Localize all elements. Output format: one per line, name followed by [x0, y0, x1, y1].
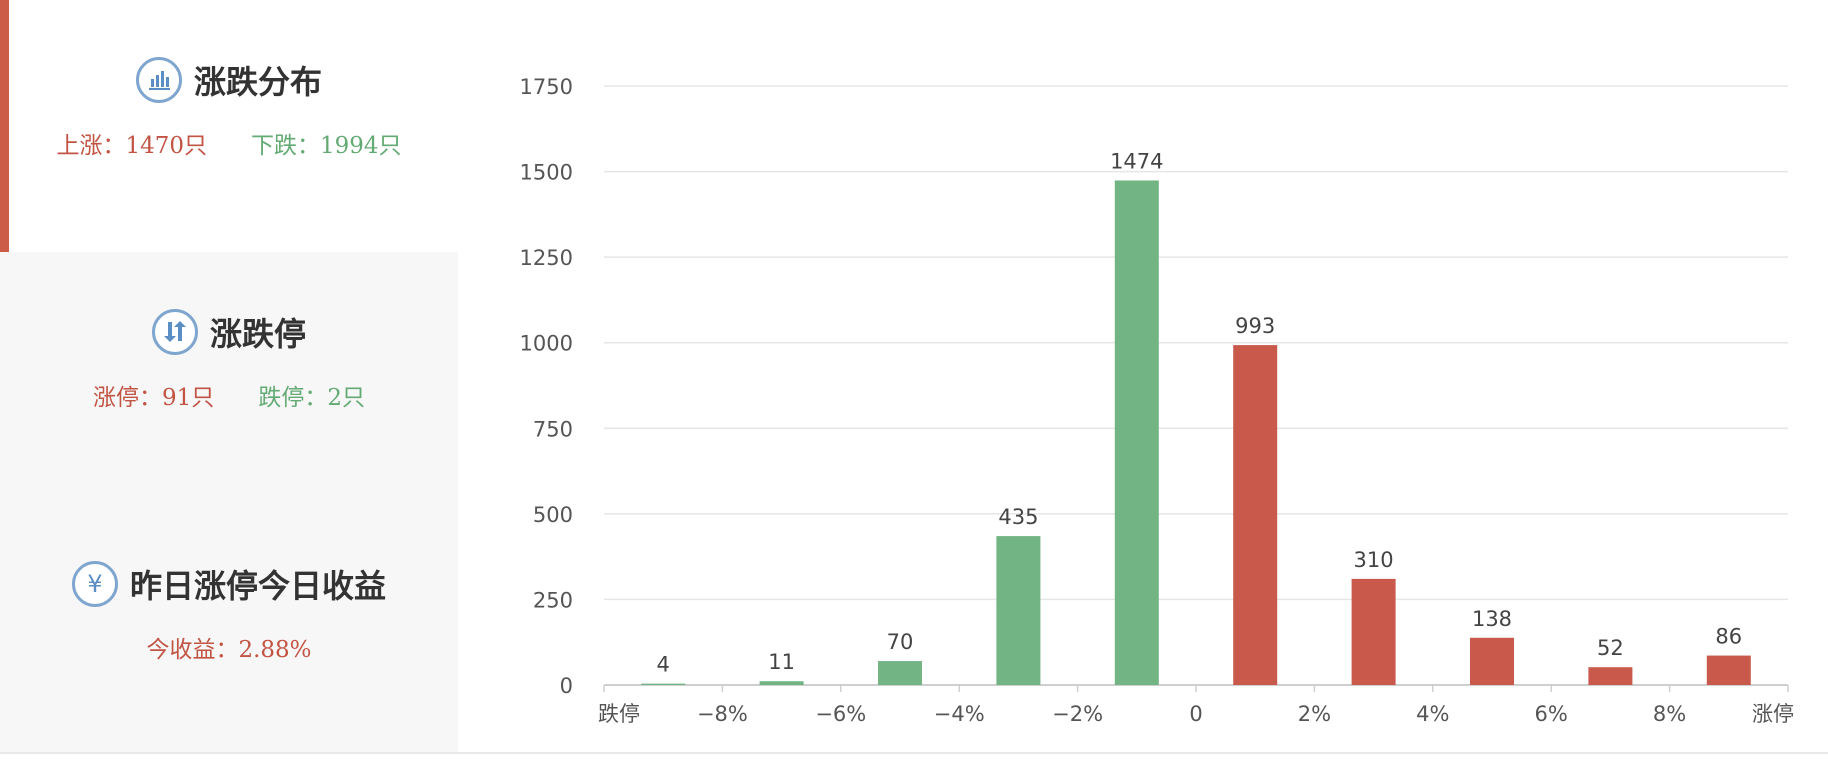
sidebar-lower-panel — [0, 252, 458, 752]
yesterday-limit-card[interactable]: ¥ 昨日涨停今日收益 今收益：2.88% — [0, 556, 458, 664]
bottom-divider — [0, 752, 1828, 754]
x-tick-label: 8% — [1653, 702, 1686, 726]
x-tick-label: −2% — [1052, 702, 1103, 726]
bar-value-label: 993 — [1235, 314, 1275, 338]
bar — [1114, 180, 1159, 685]
bar — [878, 661, 922, 685]
limit-card[interactable]: 涨跌停 涨停：91只 跌停：2只 — [0, 304, 458, 412]
distribution-panel — [0, 0, 458, 252]
y-tick-label: 250 — [533, 588, 573, 612]
bar — [1233, 345, 1278, 685]
y-tick-label: 750 — [533, 417, 573, 441]
bar — [1470, 637, 1514, 685]
bar — [641, 683, 686, 685]
bar-value-label: 86 — [1715, 625, 1742, 649]
y-tick-label: 500 — [533, 503, 573, 527]
x-tick-label: −8% — [697, 702, 748, 726]
bar-chart-svg: 0 250 500 750 1000 1250 1500 1750 跌停 −8% −6% −4% −2%… — [520, 75, 1794, 726]
bar-chart-icon — [135, 57, 182, 103]
bar-value-label: 52 — [1597, 636, 1624, 660]
distribution-card[interactable]: 涨跌分布 上涨：1470只 下跌：1994只 — [0, 52, 458, 160]
y-tick-label: 0 — [560, 674, 573, 698]
bar-value-label: 310 — [1354, 548, 1394, 572]
x-tick-label: −4% — [934, 702, 985, 726]
limit-title: 涨跌停 — [209, 315, 306, 353]
x-tick-label: 4% — [1416, 702, 1449, 726]
y-tick-label: 1250 — [520, 246, 573, 270]
x-tick-label: 2% — [1298, 702, 1331, 726]
limit-up-count: 涨停：91只 — [93, 385, 215, 411]
up-down-arrows-icon — [151, 309, 198, 355]
distribution-title-row: 涨跌分布 — [0, 52, 458, 108]
yen-icon: ¥ — [71, 561, 118, 607]
rise-count: 上涨：1470只 — [56, 133, 207, 159]
yesterday-title-row: ¥ 昨日涨停今日收益 — [0, 556, 458, 612]
bar — [1351, 578, 1396, 685]
bar-value-label: 11 — [768, 650, 795, 674]
limit-stats: 涨停：91只 跌停：2只 — [0, 378, 458, 412]
bar-value-label: 435 — [998, 505, 1038, 529]
distribution-chart: 0 250 500 750 1000 1250 1500 1750 跌停 −8% −6% −4% −2%… — [458, 0, 1828, 760]
distribution-stats: 上涨：1470只 下跌：1994只 — [0, 126, 458, 160]
bar-value-label: 4 — [657, 653, 670, 677]
y-tick-label: 1500 — [520, 161, 573, 185]
y-tick-label: 1750 — [520, 75, 573, 99]
x-tick-label: 6% — [1535, 702, 1568, 726]
bar-value-label: 138 — [1472, 607, 1512, 631]
bar — [759, 681, 804, 685]
bar — [1706, 655, 1751, 685]
x-tick-label: −6% — [815, 702, 866, 726]
x-tick-label: 跌停 — [598, 702, 640, 726]
fall-count: 下跌：1994只 — [251, 133, 402, 159]
x-tick-label: 涨停 — [1752, 702, 1794, 726]
bar-value-label: 70 — [887, 630, 914, 654]
bar — [996, 536, 1041, 685]
distribution-title: 涨跌分布 — [193, 63, 322, 101]
bar-value-label: 1474 — [1110, 149, 1163, 173]
yesterday-stats: 今收益：2.88% — [0, 630, 458, 664]
today-return: 今收益：2.88% — [146, 637, 312, 663]
limit-title-row: 涨跌停 — [0, 304, 458, 360]
y-tick-label: 1000 — [520, 332, 573, 356]
active-indicator — [0, 0, 9, 252]
limit-down-count: 跌停：2只 — [258, 385, 365, 411]
yesterday-title: 昨日涨停今日收益 — [129, 567, 386, 605]
sidebar: 涨跌分布 上涨：1470只 下跌：1994只 涨跌停 涨停：91只 跌停：2只 … — [0, 0, 458, 760]
x-tick-label: 0 — [1189, 702, 1202, 726]
bar — [1588, 667, 1633, 685]
